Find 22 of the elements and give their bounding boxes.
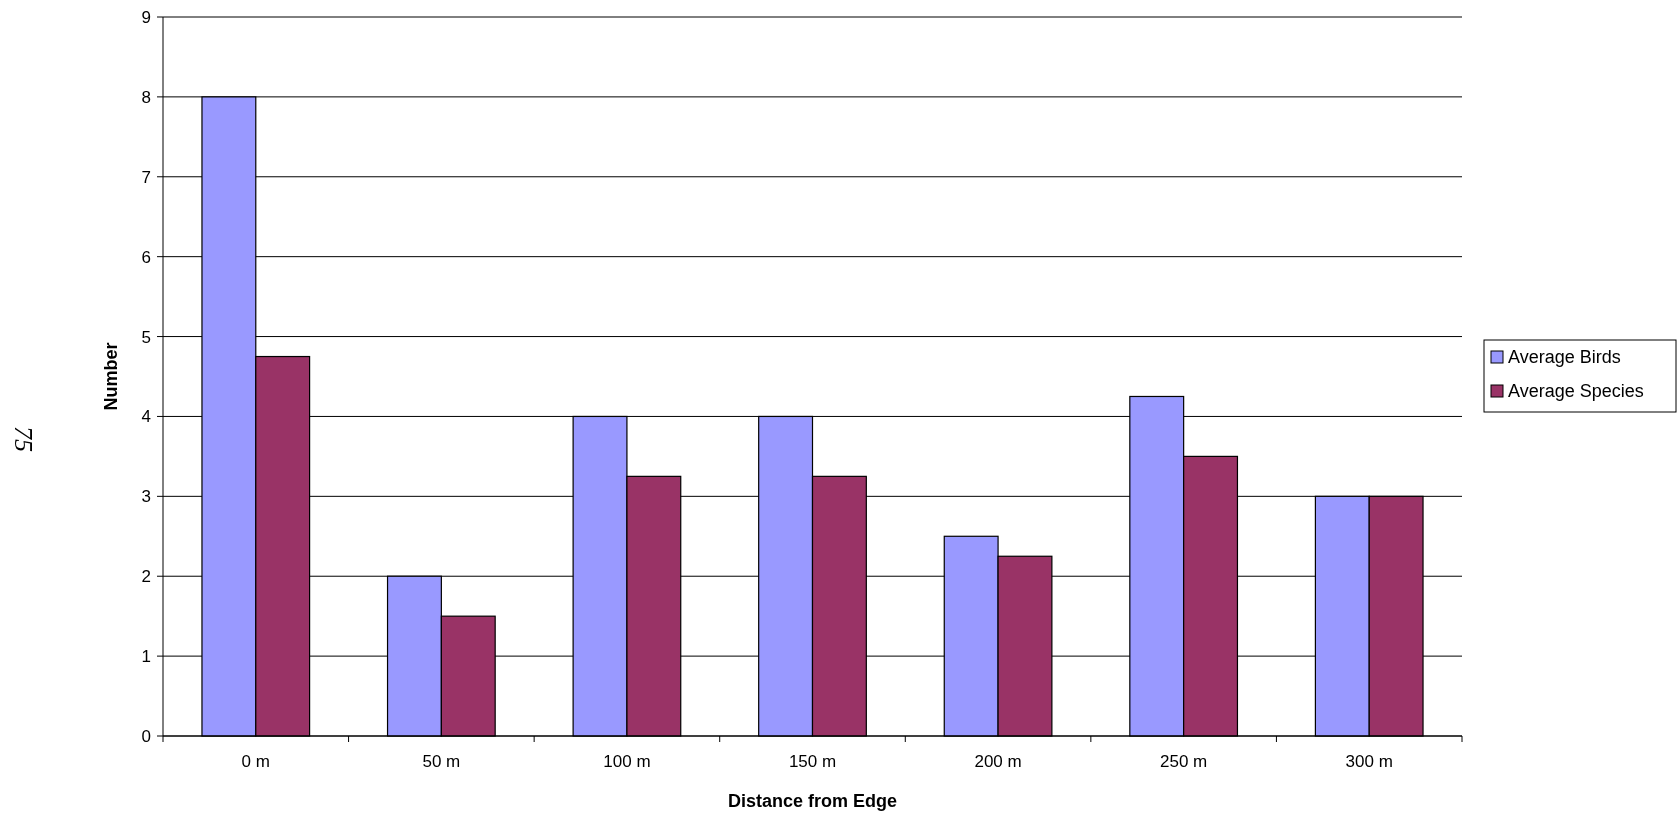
y-tick-label: 0 <box>141 726 151 746</box>
y-tick-label: 1 <box>141 647 151 667</box>
legend-label: Average Species <box>1508 381 1644 402</box>
x-tick-label: 300 m <box>1345 752 1393 771</box>
x-tick-label: 100 m <box>603 752 651 771</box>
y-tick-label: 9 <box>141 7 151 27</box>
x-axis-title: Distance from Edge <box>727 791 898 811</box>
y-tick-label: 8 <box>141 87 151 107</box>
legend-label: Average Birds <box>1508 347 1621 368</box>
y-tick-label: 5 <box>141 327 151 347</box>
x-tick-label: 0 m <box>241 752 270 771</box>
y-tick-label: 3 <box>141 487 151 507</box>
y-axis-title: Number <box>101 342 121 411</box>
y-tick-label: 7 <box>141 167 151 187</box>
text: 75 <box>8 426 38 452</box>
x-tick-label: 200 m <box>974 752 1022 771</box>
y-tick-label: 4 <box>141 407 151 427</box>
x-tick-label: 250 m <box>1160 752 1208 771</box>
x-tick-label: 150 m <box>788 752 837 771</box>
x-tick-label: 50 m <box>422 752 461 771</box>
y-tick-label: 2 <box>141 567 151 587</box>
y-tick-label: 6 <box>141 247 151 267</box>
